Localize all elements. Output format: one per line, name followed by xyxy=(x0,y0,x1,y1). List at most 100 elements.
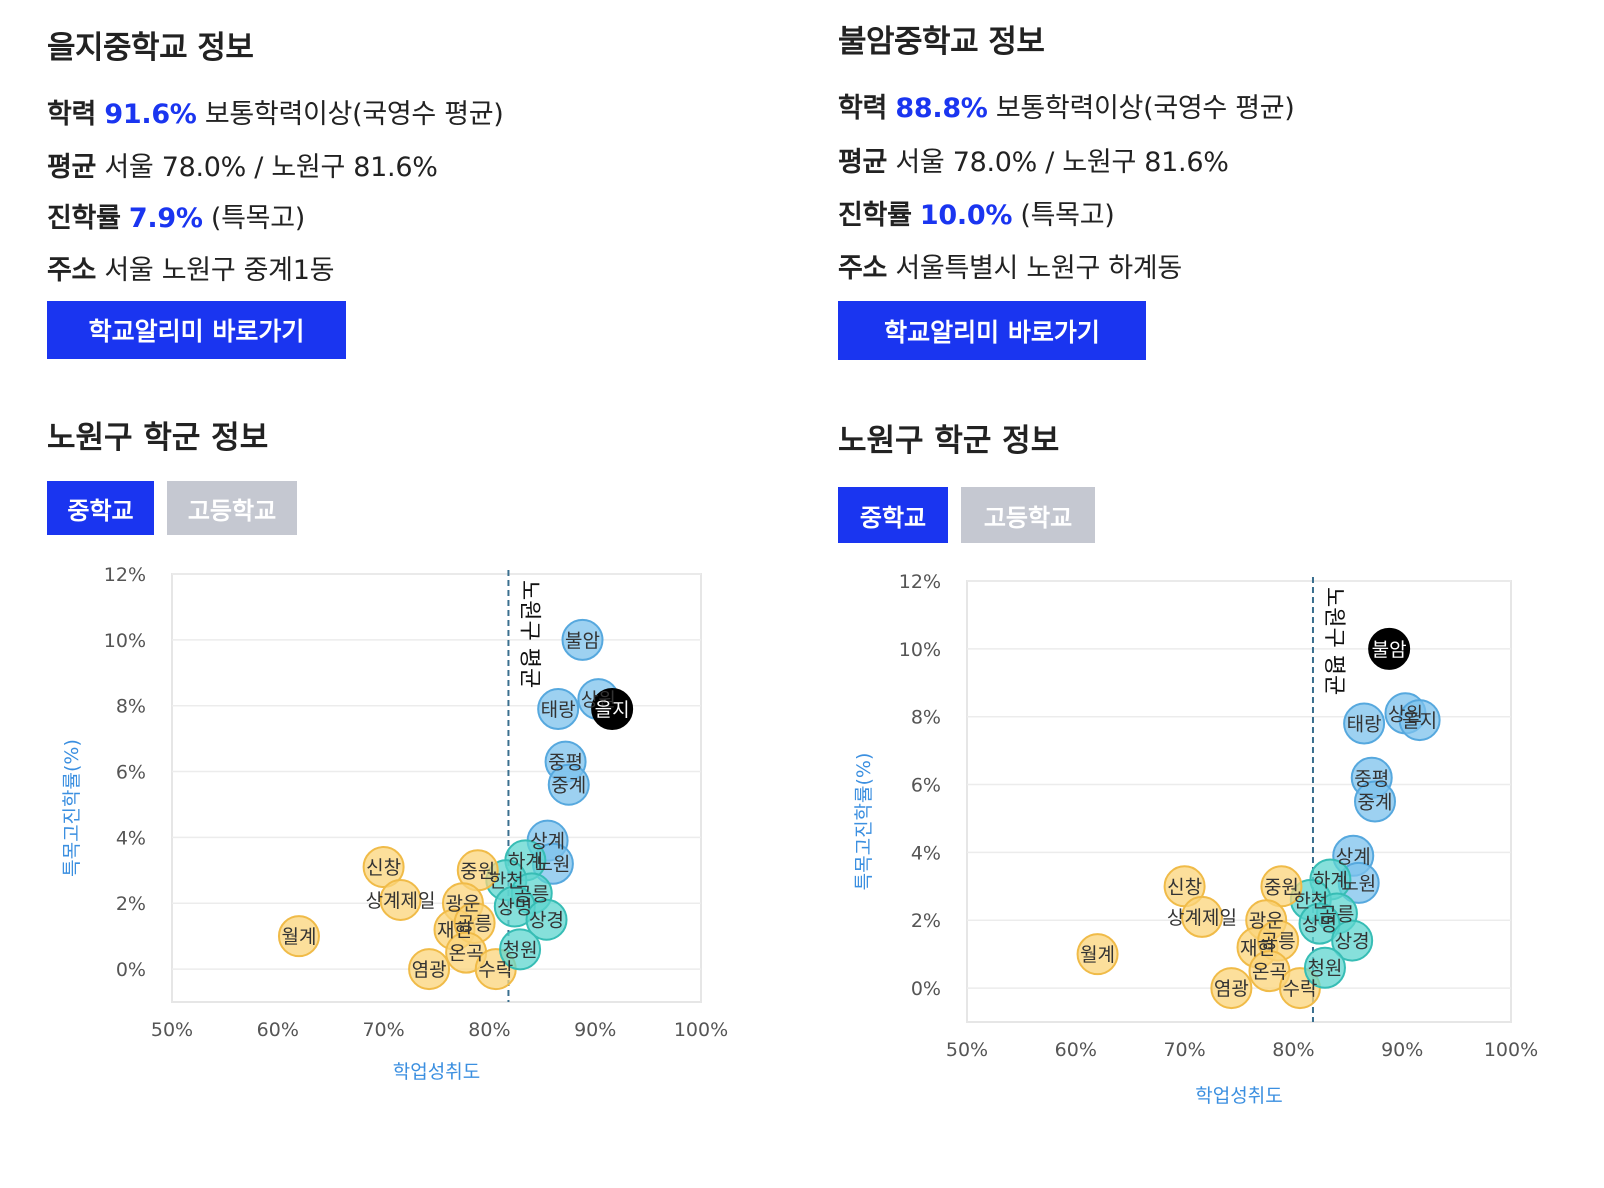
tab-middle-school[interactable]: 중학교 xyxy=(838,487,948,543)
stat-rest: (특목고) xyxy=(1012,200,1115,231)
bubble-label: 상경 xyxy=(529,910,564,932)
school-info-link-button[interactable]: 학교알리미 바로가기 xyxy=(838,301,1146,360)
section-title: 노원구 학군 정보 xyxy=(47,420,269,456)
school-bubble[interactable] xyxy=(1303,946,1346,989)
y-axis-label: 특목고진학률(%) xyxy=(853,753,875,891)
stat-rest: 보통학력이상(국영수 평균) xyxy=(196,99,504,130)
bubble-label: 태랑 xyxy=(1347,713,1382,735)
bubble-label: 노원 xyxy=(1341,873,1376,895)
stat-key: 학력 xyxy=(838,93,888,124)
school-bubble[interactable] xyxy=(525,898,568,941)
y-tick-label: 10% xyxy=(104,630,146,652)
x-tick-label: 100% xyxy=(674,1019,728,1041)
school-bubble[interactable] xyxy=(1398,699,1441,742)
stat-value: 7.9% xyxy=(128,203,203,234)
school-bubble[interactable] xyxy=(1331,919,1374,962)
bubble-label: 중원 xyxy=(460,860,495,882)
stat-address: 주소 서울특별시 노원구 하계동 xyxy=(838,246,1182,285)
bubble-label: 공릉 xyxy=(457,913,492,935)
bubble-label: 중원 xyxy=(1264,876,1299,898)
bubble-label: 상계 xyxy=(1336,846,1371,868)
stat-key: 학력 xyxy=(47,99,97,130)
bubble-label: 신창 xyxy=(1167,876,1202,898)
bubble-label: 수락 xyxy=(1282,978,1317,1000)
bubble-label: 을지 xyxy=(1402,710,1437,732)
school-title: 을지중학교 정보 xyxy=(47,30,254,66)
bubble-label: 중평 xyxy=(1354,768,1389,790)
reference-line-label: 노원구 평균 xyxy=(1321,587,1346,695)
stat-key: 평균 xyxy=(838,147,888,178)
y-tick-label: 6% xyxy=(116,762,146,784)
stat-rest: 서울 78.0% / 노원구 81.6% xyxy=(887,147,1229,178)
tab-high-school[interactable]: 고등학교 xyxy=(167,481,297,535)
section-title: 노원구 학군 정보 xyxy=(838,423,1060,459)
y-axis-label: 특목고진학률(%) xyxy=(61,739,83,877)
stat-achievement: 학력 91.6% 보통학력이상(국영수 평균) xyxy=(47,92,504,131)
school-bubble[interactable] xyxy=(537,687,580,730)
school-bubble[interactable] xyxy=(362,846,405,889)
x-tick-label: 70% xyxy=(362,1019,404,1041)
bubble-label: 광운 xyxy=(445,893,480,915)
reference-line-label: 노원구 평균 xyxy=(516,580,541,688)
school-bubble[interactable] xyxy=(1354,780,1396,823)
school-bubble[interactable] xyxy=(547,763,590,806)
stat-key: 평균 xyxy=(47,152,97,183)
x-tick-label: 60% xyxy=(257,1019,299,1041)
school-bubble[interactable] xyxy=(1298,902,1341,945)
bubble-label: 하계 xyxy=(1313,870,1348,892)
bubble-label: 온곡 xyxy=(1252,961,1287,983)
bubble-label: 을지 xyxy=(595,699,630,721)
bubble-label: 중평 xyxy=(548,752,583,774)
bubble-label: 청원 xyxy=(503,939,538,961)
bubble-label: 청원 xyxy=(1307,958,1342,980)
bubble-label: 상명 xyxy=(497,897,532,919)
stat-key: 진학률 xyxy=(47,203,121,234)
x-tick-label: 90% xyxy=(574,1019,616,1041)
x-axis-label: 학업성취도 xyxy=(1195,1085,1282,1107)
bubble-label: 광운 xyxy=(1249,910,1284,932)
stat-key: 주소 xyxy=(838,253,888,284)
stat-key: 주소 xyxy=(47,255,97,286)
school-bubble[interactable] xyxy=(408,948,451,991)
school-bubble[interactable] xyxy=(1343,702,1386,745)
stat-rest: 서울특별시 노원구 하계동 xyxy=(887,253,1182,284)
tab-middle-school[interactable]: 중학교 xyxy=(47,481,154,535)
school-bubble[interactable] xyxy=(499,928,542,971)
school-bubble[interactable] xyxy=(1076,933,1119,976)
bubble-label: 태랑 xyxy=(541,699,576,721)
tab-high-school[interactable]: 고등학교 xyxy=(961,487,1095,543)
bubble-label: 상원 xyxy=(1388,703,1423,725)
bubble-label: 염광 xyxy=(1214,978,1249,1000)
school-bubble[interactable] xyxy=(561,618,604,661)
selected-school-bubble[interactable] xyxy=(1368,627,1411,670)
bubble-label: 공릉 xyxy=(1261,931,1296,953)
selected-school-bubble[interactable] xyxy=(591,687,634,730)
bubble-label: 하계 xyxy=(508,850,543,872)
stat-value: 10.0% xyxy=(919,200,1013,231)
bubble-label: 상명 xyxy=(1302,914,1337,936)
school-info-link-button[interactable]: 학교알리미 바로가기 xyxy=(47,301,346,359)
y-tick-label: 2% xyxy=(116,893,146,915)
bubble-label: 노원 xyxy=(535,854,570,876)
bubble-label: 공릉 xyxy=(1319,903,1354,925)
x-tick-label: 80% xyxy=(1272,1039,1314,1061)
x-tick-label: 50% xyxy=(151,1019,193,1041)
bubble-label: 재현 xyxy=(1240,937,1275,959)
stat-key: 진학률 xyxy=(838,200,912,231)
stat-rest: 서울 노원구 중계1동 xyxy=(96,255,335,286)
y-tick-label: 8% xyxy=(911,707,941,729)
x-axis-label: 학업성취도 xyxy=(393,1061,480,1083)
school-bubble[interactable] xyxy=(277,915,320,958)
school-bubble[interactable] xyxy=(1210,967,1253,1010)
stat-value: 91.6% xyxy=(104,99,197,130)
stat-achievement: 학력 88.8% 보통학력이상(국영수 평균) xyxy=(838,86,1295,125)
x-tick-label: 70% xyxy=(1163,1039,1205,1061)
stat-rest: 서울 78.0% / 노원구 81.6% xyxy=(96,152,438,183)
bubble-label: 한천 xyxy=(1293,890,1328,912)
bubble-label: 상계제일 xyxy=(1167,907,1237,929)
school-bubble[interactable] xyxy=(1181,895,1224,938)
school-bubble[interactable] xyxy=(379,878,422,921)
x-tick-label: 100% xyxy=(1484,1039,1538,1061)
y-tick-label: 4% xyxy=(116,827,146,849)
stat-value: 88.8% xyxy=(895,93,988,124)
